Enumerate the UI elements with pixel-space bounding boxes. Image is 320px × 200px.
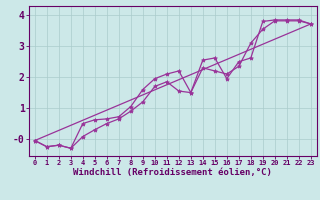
X-axis label: Windchill (Refroidissement éolien,°C): Windchill (Refroidissement éolien,°C) [73, 168, 272, 177]
